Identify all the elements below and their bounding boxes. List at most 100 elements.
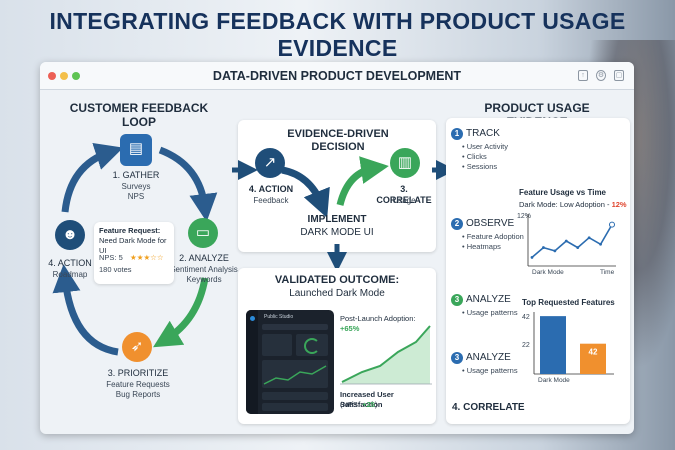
bar-data-label: 42 — [589, 348, 598, 357]
feature-request-card[interactable]: Feature Request: Need Dark Mode for UI N… — [94, 222, 174, 284]
gather-sub-nps: NPS — [127, 192, 145, 201]
arrow-action-to-gather — [61, 143, 124, 213]
request-card-text: Need Dark Mode for UI — [99, 236, 167, 255]
line-chart-xtick-time: Time — [600, 269, 615, 276]
satisfaction-line2: (NPS: +25) — [340, 400, 434, 410]
people-icon: ☻ — [55, 220, 85, 250]
analyze-sub-keywords: Keywords — [186, 275, 222, 284]
adoption-text: Post-Launch Adoption: +65% — [340, 314, 434, 334]
mockup-gauge-panel — [296, 334, 328, 356]
line-point — [542, 246, 545, 249]
analyze1-number-icon: 3 — [451, 294, 463, 306]
share-icon[interactable]: ↑ — [578, 70, 588, 81]
prioritize-label: 3. PRIORITIZE — [107, 368, 169, 378]
gather-sub-surveys: Surveys — [121, 182, 151, 191]
bar-second — [580, 343, 606, 374]
rocket-icon: ➶ — [122, 332, 152, 362]
mockup-toolbar — [262, 324, 328, 330]
bar-chart-icon: ▥ — [390, 148, 420, 178]
rating-stars-icon: ★★★☆☆ — [130, 253, 164, 262]
satisfaction-value: +25 — [362, 400, 375, 409]
analyze2-bullet: • Usage patterns — [462, 366, 518, 375]
bar-dark-mode — [540, 316, 566, 374]
line-point — [553, 249, 557, 253]
window-title: DATA-DRIVEN PRODUCT DEVELOPMENT — [212, 69, 462, 83]
mockup-panel-1 — [262, 334, 292, 356]
track-bullet-clicks: • Clicks — [462, 152, 487, 161]
action-sub-roadmap: Roadmap — [52, 270, 88, 279]
adoption-label: Post-Launch Adoption: — [340, 314, 416, 323]
mockup-row-2 — [262, 403, 328, 411]
decision-title-line2: DECISION — [311, 141, 365, 153]
adoption-value: +65% — [340, 324, 360, 333]
decision-correlate-label: 3. CORRELATE — [376, 184, 432, 205]
decision-title-line1: EVIDENCE-DRIVEN — [287, 128, 389, 140]
implement-line2: DARK MODE UI — [300, 227, 374, 238]
satisfaction-close: ) — [374, 400, 378, 409]
clipboard-icon: ▤ — [120, 134, 152, 166]
outcome-title: VALIDATED OUTCOME: — [274, 274, 400, 286]
track-label: TRACK — [466, 128, 500, 139]
mockup-sidebar — [246, 310, 258, 414]
line-point — [564, 239, 568, 243]
mockup-gauge-icon — [304, 338, 320, 354]
usage-correlate-label: 4. CORRELATE — [452, 402, 525, 413]
arrow-correlate-to-implement — [336, 156, 389, 206]
page-headline: INTEGRATING FEEDBACK WITH PRODUCT USAGE … — [49, 8, 626, 61]
chat-icon: ▭ — [188, 218, 218, 248]
analyze2-label: ANALYZE — [466, 352, 511, 363]
window-titlebar: DATA-DRIVEN PRODUCT DEVELOPMENT ↑ ⚙ ▢ — [40, 62, 634, 90]
line-point — [609, 221, 615, 228]
line-chart-subtitle: Dark Mode: Low Adoption - 12% — [519, 200, 627, 209]
minimize-dot-icon[interactable] — [60, 72, 68, 80]
bar-chart-xtick: Dark Mode — [538, 377, 570, 384]
window-menu-icon[interactable]: ▢ — [614, 70, 624, 81]
outcome-subtitle: Launched Dark Mode — [289, 288, 385, 299]
bar-chart-ytick-22: 22 — [522, 342, 530, 349]
mockup-chart-panel — [262, 360, 328, 388]
analyze1-label: ANALYZE — [466, 294, 511, 305]
observe-label: OBSERVE — [466, 218, 515, 229]
analyze-sub-sentiment: Sentiment Analysis — [170, 265, 238, 274]
arrow-gather-to-analyze — [158, 146, 218, 222]
mockup-title: Public Studio — [264, 314, 294, 320]
analyze-label: 2. ANALYZE — [179, 253, 229, 263]
adoption-area — [342, 326, 430, 384]
decision-action-label: 4. ACTION — [248, 184, 294, 194]
line-chart-xtick-darkmode: Dark Mode — [532, 269, 564, 276]
arrow-analyze-to-prioritize — [153, 277, 209, 348]
prioritize-sub-bugs: Bug Reports — [115, 390, 161, 399]
dark-mode-app-mockup[interactable]: Public Studio — [246, 310, 334, 414]
analyze1-bullet: • Usage patterns — [462, 308, 518, 317]
request-card-title: Feature Request: — [99, 226, 161, 235]
close-dot-icon[interactable] — [48, 72, 56, 80]
bar-chart-ytick-42: 42 — [522, 314, 530, 321]
bar-chart-title: Top Requested Features — [522, 298, 615, 307]
request-card-nps: NPS: 5 — [99, 253, 123, 262]
observe-bullet-heatmaps: • Heatmaps — [462, 242, 501, 251]
line-point — [576, 246, 580, 249]
decision-correlate-sub: Usage — [392, 196, 416, 205]
decision-action-sub: Feedback — [253, 196, 289, 205]
line-chart-title: Feature Usage vs Time — [519, 188, 607, 197]
action-label: 4. ACTION — [48, 258, 92, 268]
line-chart-ytick: 12% — [517, 213, 532, 220]
satisfaction-prefix: (NPS: — [340, 400, 361, 409]
decision-card — [238, 120, 436, 252]
maximize-dot-icon[interactable] — [72, 72, 80, 80]
request-card-votes: 180 votes — [99, 265, 132, 274]
mockup-logo-icon — [250, 316, 255, 321]
adoption-line — [341, 325, 431, 383]
settings-icon[interactable]: ⚙ — [596, 70, 606, 81]
implement-line1: IMPLEMENT — [307, 214, 367, 225]
loop-title: CUSTOMER FEEDBACK LOOP — [69, 101, 209, 129]
line-point — [599, 242, 602, 246]
observe-bullet-adoption: • Feature Adoption — [462, 232, 524, 241]
mockup-row-1 — [262, 392, 328, 400]
trend-up-icon: ↗ — [255, 148, 285, 178]
